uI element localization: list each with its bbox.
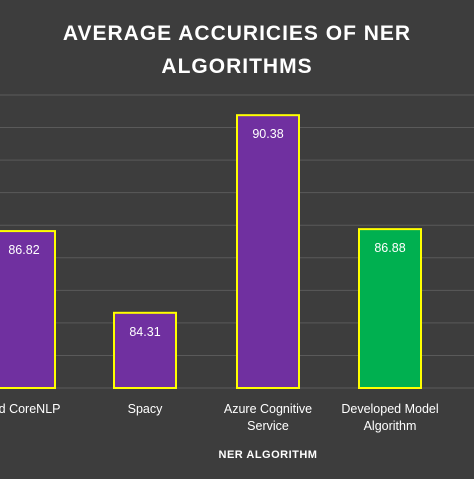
bar bbox=[358, 228, 422, 389]
category-labels: ord CoreNLP Spacy Azure Cognitive Service De… bbox=[0, 402, 439, 433]
category-label: Spacy bbox=[128, 402, 163, 416]
category-label: Azure Cognitive bbox=[224, 402, 312, 416]
chart-title-line-2: ALGORITHMS bbox=[161, 55, 312, 78]
category-label: ord CoreNLP bbox=[0, 402, 60, 416]
category-label: Developed Model bbox=[341, 402, 438, 416]
bar-value-label: 86.82 bbox=[8, 243, 39, 257]
value-labels: 86.82 84.31 90.38 86.88 bbox=[8, 127, 405, 339]
x-axis-title: NER ALGORITHM bbox=[219, 449, 318, 461]
category-label: Service bbox=[247, 419, 289, 433]
bar bbox=[236, 114, 300, 389]
category-label: Algorithm bbox=[364, 419, 417, 433]
bar bbox=[113, 311, 177, 389]
chart-title-line-1: AVERAGE ACCURICIES OF NER bbox=[63, 22, 411, 45]
bar-value-label: 90.38 bbox=[252, 127, 283, 141]
bar bbox=[0, 230, 56, 389]
bar-value-label: 84.31 bbox=[129, 325, 160, 339]
bar-value-label: 86.88 bbox=[374, 241, 405, 255]
bars bbox=[0, 114, 422, 389]
